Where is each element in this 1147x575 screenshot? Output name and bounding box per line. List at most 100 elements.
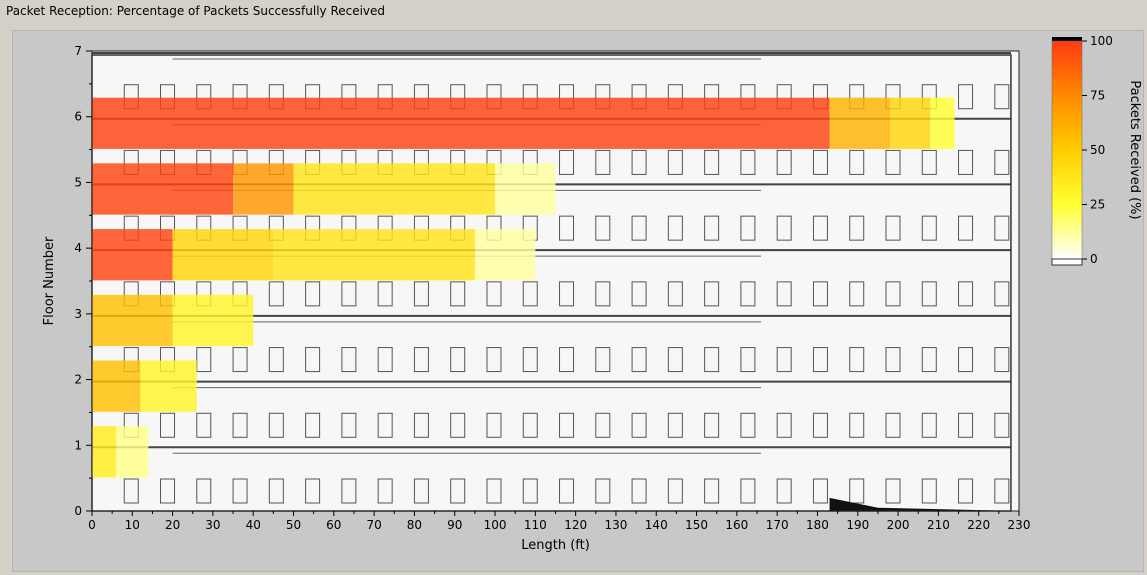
x-tick-label: 0 (88, 518, 96, 532)
room-door (559, 215, 575, 241)
room-door (268, 412, 284, 438)
room-door (123, 478, 139, 504)
room-door (450, 478, 466, 504)
x-tick-label: 230 (1008, 518, 1031, 532)
room-door (704, 478, 720, 504)
room-door (341, 281, 357, 307)
room-door (704, 347, 720, 373)
room-door (958, 478, 974, 504)
room-door (196, 412, 212, 438)
room-door (341, 478, 357, 504)
room-door (812, 412, 828, 438)
room-door (994, 215, 1010, 241)
colorbar-under (1051, 258, 1083, 266)
room-door (667, 215, 683, 241)
room-door (849, 347, 865, 373)
room-door (812, 347, 828, 373)
room-door (704, 281, 720, 307)
room-door (849, 281, 865, 307)
room-door (305, 412, 321, 438)
colorbar-tick-label: 0 (1090, 252, 1098, 266)
room-door (413, 347, 429, 373)
room-door (740, 149, 756, 175)
x-tick-label: 50 (286, 518, 301, 532)
room-door (667, 412, 683, 438)
room-door (631, 281, 647, 307)
room-door (377, 281, 393, 307)
room-door (958, 412, 974, 438)
room-door (631, 478, 647, 504)
room-door (559, 281, 575, 307)
room-door (958, 84, 974, 110)
room-door (812, 478, 828, 504)
room-door (958, 149, 974, 175)
x-tick-label: 10 (125, 518, 140, 532)
heatmap-cell (172, 294, 254, 347)
room-door (812, 149, 828, 175)
y-tick-label: 0 (74, 504, 82, 518)
plot-frame: 0 10 20 30 40 50 60 70 80 90 100 110 120 130 140 150 160… (12, 30, 1144, 572)
room-door (486, 478, 502, 504)
x-tick-label: 180 (806, 518, 829, 532)
room-door (160, 412, 176, 438)
x-tick-label: 30 (205, 518, 220, 532)
room-door (776, 412, 792, 438)
room-door (667, 478, 683, 504)
room-door (196, 347, 212, 373)
room-door (667, 347, 683, 373)
room-door (849, 412, 865, 438)
heatmap-cell (92, 97, 830, 149)
room-door (450, 412, 466, 438)
heatmap-chart: 0 10 20 30 40 50 60 70 80 90 100 110 120 130 140 150 160… (42, 34, 1142, 553)
y-tick-label: 5 (74, 175, 82, 189)
room-door (776, 478, 792, 504)
room-door (559, 149, 575, 175)
room-door (667, 281, 683, 307)
room-door (958, 215, 974, 241)
room-door (413, 478, 429, 504)
room-door (921, 215, 937, 241)
room-door (704, 215, 720, 241)
heatmap-cell (890, 97, 931, 149)
room-door (595, 281, 611, 307)
room-door (885, 412, 901, 438)
room-door (704, 149, 720, 175)
room-door (994, 84, 1010, 110)
room-door (958, 347, 974, 373)
room-door (341, 347, 357, 373)
room-door (160, 478, 176, 504)
room-door (885, 281, 901, 307)
room-door (994, 478, 1010, 504)
x-tick-label: 120 (564, 518, 587, 532)
y-tick-label: 7 (74, 44, 82, 58)
room-door (776, 149, 792, 175)
room-door (377, 347, 393, 373)
x-tick-label: 150 (685, 518, 708, 532)
room-door (341, 412, 357, 438)
room-door (921, 149, 937, 175)
room-door (232, 478, 248, 504)
room-door (559, 347, 575, 373)
y-tick-label: 1 (74, 438, 82, 452)
room-door (413, 412, 429, 438)
room-door (921, 347, 937, 373)
room-door (994, 149, 1010, 175)
room-door (305, 478, 321, 504)
room-door (849, 149, 865, 175)
colorbar-over (1052, 37, 1082, 41)
colorbar-tick-label: 25 (1090, 198, 1105, 212)
room-door (232, 347, 248, 373)
room-door (885, 215, 901, 241)
room-door (776, 347, 792, 373)
y-tick-label: 6 (74, 110, 82, 124)
room-door (595, 215, 611, 241)
x-tick-label: 190 (846, 518, 869, 532)
room-door (305, 347, 321, 373)
heatmap-cell (172, 229, 274, 281)
room-door (667, 149, 683, 175)
x-tick-label: 200 (887, 518, 910, 532)
x-tick-label: 100 (484, 518, 507, 532)
room-door (559, 412, 575, 438)
y-tick-label: 4 (74, 241, 82, 255)
